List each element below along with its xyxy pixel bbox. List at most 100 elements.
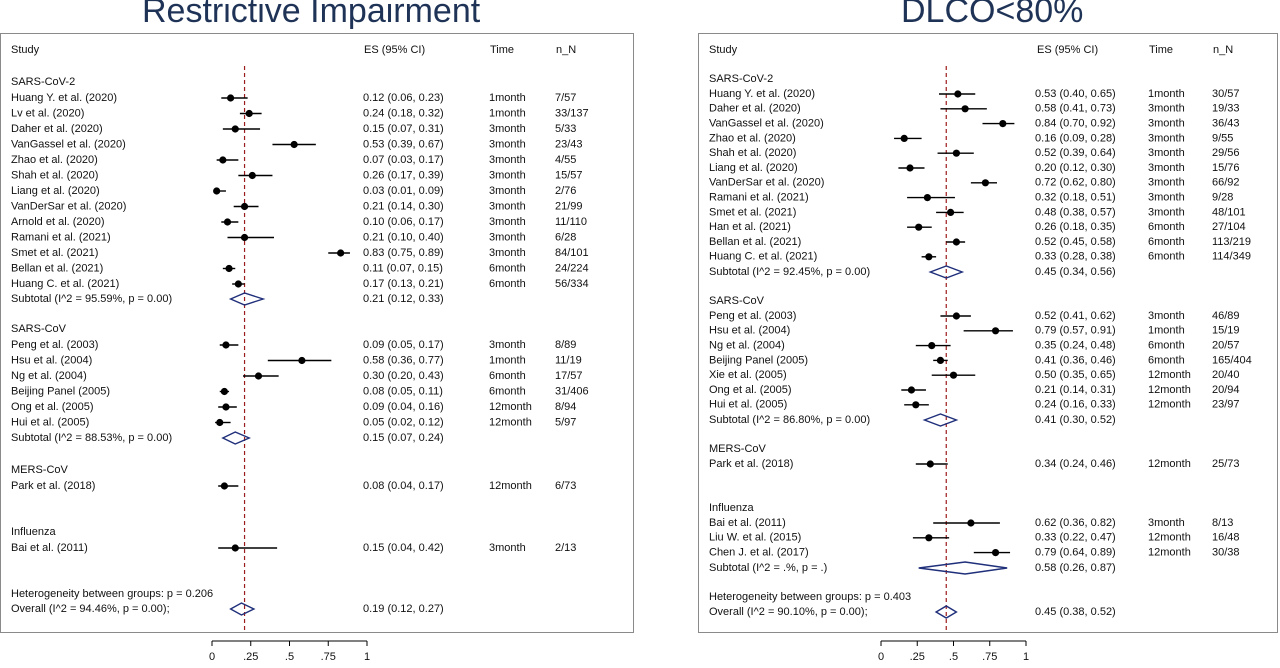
forest-panel-right: Study ES (95% CI) Time n_N bbox=[698, 33, 1278, 633]
time-label: 6month bbox=[489, 385, 526, 397]
time-label: 6month bbox=[489, 278, 526, 290]
n-n-label: 2/13 bbox=[555, 542, 576, 554]
study-label: Liang et al. (2020) bbox=[11, 185, 100, 197]
study-label: Bai et al. (2011) bbox=[11, 542, 88, 554]
es-ci-label: 0.35 (0.24, 0.48) bbox=[1035, 340, 1116, 352]
point-estimate bbox=[947, 208, 955, 216]
point-estimate bbox=[907, 386, 916, 394]
es-ci-label: 0.20 (0.12, 0.30) bbox=[1035, 162, 1116, 174]
time-label: 3month bbox=[1148, 310, 1185, 322]
time-label: 12month bbox=[1148, 547, 1191, 559]
n-n-label: 29/56 bbox=[1212, 147, 1240, 159]
group-header: MERS-CoV bbox=[709, 443, 767, 455]
subtotal-es-ci-label: 0.41 (0.30, 0.52) bbox=[1035, 414, 1116, 426]
study-label: Ong et al. (2005) bbox=[709, 384, 792, 396]
study-label: Bellan et al. (2021) bbox=[11, 262, 103, 274]
subtotal-es-ci-label: 0.21 (0.12, 0.33) bbox=[363, 293, 444, 305]
x-tick-label: .75 bbox=[321, 651, 336, 663]
subtotal-label: Subtotal (I^2 = .%, p = .) bbox=[709, 562, 827, 574]
es-ci-label: 0.16 (0.09, 0.28) bbox=[1035, 132, 1116, 144]
point-estimate bbox=[928, 342, 936, 350]
x-tick-label: .25 bbox=[910, 651, 925, 663]
group-header: SARS-CoV-2 bbox=[709, 73, 773, 85]
es-ci-label: 0.26 (0.18, 0.35) bbox=[1035, 221, 1116, 233]
es-ci-label: 0.58 (0.36, 0.77) bbox=[363, 354, 444, 366]
point-estimate bbox=[231, 544, 239, 552]
point-estimate bbox=[961, 105, 969, 113]
es-ci-label: 0.03 (0.01, 0.09) bbox=[363, 185, 444, 197]
es-ci-label: 0.08 (0.05, 0.11) bbox=[363, 385, 443, 397]
es-ci-label: 0.26 (0.17, 0.39) bbox=[363, 169, 444, 181]
time-label: 3month bbox=[489, 200, 526, 212]
point-estimate bbox=[225, 264, 233, 273]
time-label: 1month bbox=[1148, 88, 1185, 100]
subtotal-diamond bbox=[918, 561, 1008, 575]
study-label: Ong et al. (2005) bbox=[11, 401, 94, 413]
time-label: 3month bbox=[1148, 162, 1185, 174]
n-n-label: 20/94 bbox=[1212, 384, 1240, 396]
group-header: Influenza bbox=[709, 502, 755, 514]
n-n-label: 15/57 bbox=[555, 169, 583, 181]
time-label: 6month bbox=[1148, 251, 1185, 263]
study-label: Beijing Panel (2005) bbox=[709, 354, 808, 366]
n-n-label: 15/19 bbox=[1212, 325, 1240, 337]
group-header: Influenza bbox=[11, 526, 57, 538]
time-label: 3month bbox=[489, 339, 526, 351]
time-label: 3month bbox=[489, 185, 526, 197]
study-label: Lv et al. (2020) bbox=[11, 107, 84, 119]
es-ci-label: 0.62 (0.36, 0.82) bbox=[1035, 517, 1116, 529]
column-header-es: ES (95% CI) bbox=[1037, 44, 1099, 56]
n-n-label: 30/57 bbox=[1212, 88, 1240, 100]
time-label: 3month bbox=[489, 247, 526, 259]
heterogeneity-label: Heterogeneity between groups: p = 0.403 bbox=[709, 591, 911, 603]
es-ci-label: 0.08 (0.04, 0.17) bbox=[363, 480, 444, 492]
point-estimate bbox=[926, 460, 934, 468]
es-ci-label: 0.15 (0.04, 0.42) bbox=[363, 542, 444, 554]
n-n-label: 8/94 bbox=[555, 401, 576, 413]
study-label: Hsu et al. (2004) bbox=[11, 354, 92, 366]
time-label: 3month bbox=[489, 231, 526, 243]
study-label: Park et al. (2018) bbox=[709, 458, 793, 470]
subtotal-diamond bbox=[221, 431, 251, 445]
n-n-label: 7/57 bbox=[555, 92, 576, 104]
es-ci-label: 0.24 (0.16, 0.33) bbox=[1035, 399, 1116, 411]
n-n-label: 6/73 bbox=[555, 480, 576, 492]
n-n-label: 25/73 bbox=[1212, 458, 1240, 470]
column-header-study: Study bbox=[11, 44, 40, 56]
subtotal-diamond bbox=[928, 265, 965, 279]
study-label: Huang C. et al. (2021) bbox=[709, 251, 817, 263]
study-label: Daher et al. (2020) bbox=[709, 103, 801, 115]
es-ci-label: 0.15 (0.07, 0.31) bbox=[363, 123, 444, 135]
es-ci-label: 0.33 (0.22, 0.47) bbox=[1035, 532, 1116, 544]
point-estimate bbox=[952, 238, 960, 246]
column-header-nn: n_N bbox=[1213, 44, 1234, 56]
point-estimate bbox=[223, 218, 232, 226]
es-ci-label: 0.32 (0.18, 0.51) bbox=[1035, 192, 1116, 204]
study-label: Peng et al. (2003) bbox=[709, 310, 796, 322]
time-label: 12month bbox=[1148, 369, 1191, 381]
n-n-label: 24/224 bbox=[555, 262, 589, 274]
n-n-label: 20/57 bbox=[1212, 340, 1240, 352]
es-ci-label: 0.07 (0.03, 0.17) bbox=[363, 154, 444, 166]
point-estimate bbox=[925, 253, 933, 261]
chart-title-left: Restrictive Impairment bbox=[142, 0, 481, 30]
time-label: 12month bbox=[489, 401, 532, 413]
column-header-es: ES (95% CI) bbox=[364, 44, 426, 56]
es-ci-label: 0.83 (0.75, 0.89) bbox=[363, 247, 444, 259]
column-header-time: Time bbox=[490, 44, 515, 56]
es-ci-label: 0.79 (0.64, 0.89) bbox=[1035, 547, 1116, 559]
es-ci-label: 0.10 (0.06, 0.17) bbox=[363, 216, 444, 228]
point-estimate bbox=[213, 187, 221, 195]
x-tick-label: .5 bbox=[949, 651, 958, 663]
time-label: 3month bbox=[1148, 517, 1185, 529]
study-label: Smet et al. (2021) bbox=[709, 206, 796, 218]
study-label: Liang et al. (2020) bbox=[709, 162, 798, 174]
es-ci-label: 0.79 (0.57, 0.91) bbox=[1035, 325, 1116, 337]
study-label: Hui et al. (2005) bbox=[709, 399, 787, 411]
study-label: Huang Y. et al. (2020) bbox=[11, 92, 117, 104]
es-ci-label: 0.21 (0.14, 0.30) bbox=[363, 200, 444, 212]
time-label: 3month bbox=[489, 216, 526, 228]
study-label: Arnold et al. (2020) bbox=[11, 216, 105, 228]
subtotal-label: Subtotal (I^2 = 86.80%, p = 0.00) bbox=[709, 414, 870, 426]
n-n-label: 21/99 bbox=[555, 200, 583, 212]
